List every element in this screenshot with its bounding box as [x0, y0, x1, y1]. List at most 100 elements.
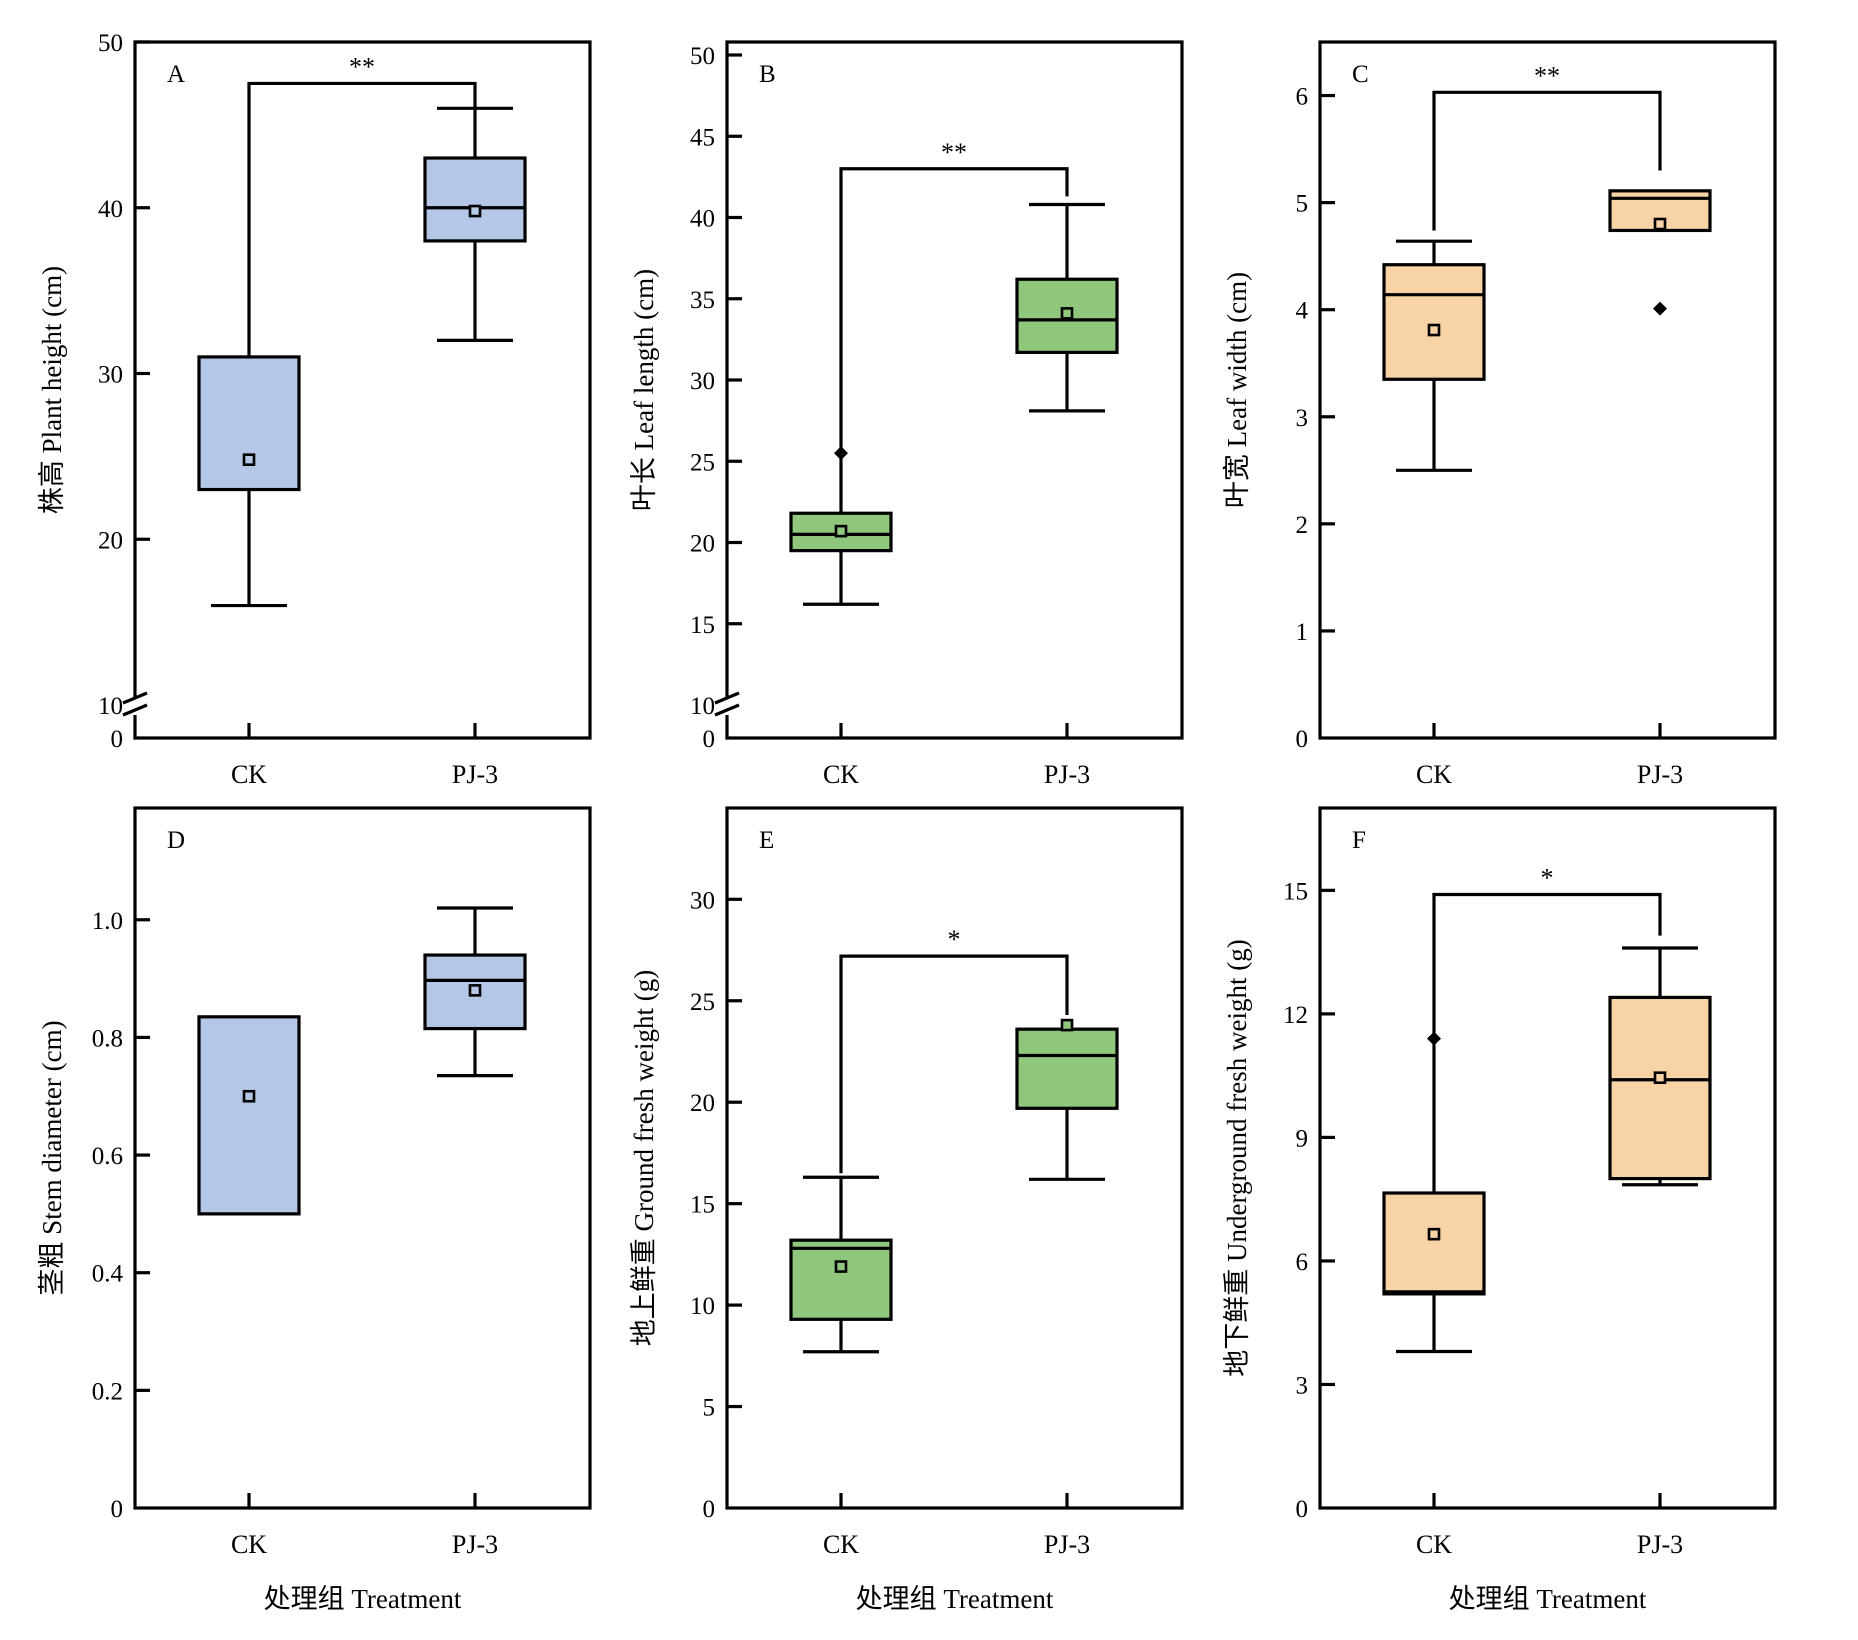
x-tick-label-ck: CK [231, 1530, 267, 1559]
y-tick-label: 0 [1296, 1496, 1309, 1523]
box-ck [1382, 239, 1486, 472]
significance-bracket [839, 954, 1069, 1174]
y-tick-label: 10 [690, 1293, 715, 1320]
y-axis-label: 株高 Plant height (cm) [37, 266, 67, 514]
y-tick-label: 0 [111, 726, 124, 753]
x-tick-label-pj3: PJ-3 [452, 1530, 498, 1559]
significance-bracket [839, 167, 1069, 497]
y-tick-label: 0.6 [92, 1143, 123, 1170]
mean-marker [834, 524, 848, 538]
panel-label: F [1352, 827, 1366, 854]
significance-label: ** [349, 52, 375, 81]
significance-bracket [1432, 90, 1662, 231]
x-axis-label: 处理组 Treatment [264, 1584, 462, 1614]
panel-b: B 叶长 Leaf length (cm) CK PJ-3 ** 0 10 15 20… [629, 40, 1184, 789]
y-tick-label: 5 [1296, 191, 1309, 218]
box-iqr [1608, 995, 1712, 1181]
significance-bracket [247, 81, 477, 357]
box-ck [197, 1015, 301, 1216]
mean-marker [1427, 1227, 1441, 1241]
outlier-point [1653, 301, 1667, 316]
axis-break-mark [122, 703, 148, 717]
box-pj-3 [1015, 1018, 1119, 1181]
y-tick-label: 15 [690, 1192, 715, 1219]
x-tick-label-pj3: PJ-3 [1044, 760, 1090, 789]
x-tick-label-ck: CK [231, 760, 267, 789]
y-tick-label: 3 [1296, 1372, 1309, 1399]
y-axis-label: 叶宽 Leaf width (cm) [1222, 272, 1252, 508]
box-iqr [1382, 263, 1486, 381]
y-tick-label: 15 [1283, 878, 1308, 905]
x-tick-label-pj3: PJ-3 [1044, 1530, 1090, 1559]
y-tick-label: 6 [1296, 84, 1309, 111]
y-tick-label: 6 [1296, 1249, 1309, 1276]
mean-marker [468, 984, 482, 997]
y-tick-label: 0.2 [92, 1378, 123, 1405]
x-tick-label-ck: CK [1416, 1530, 1452, 1559]
y-tick-label: 40 [690, 206, 715, 233]
box-ck [789, 1175, 893, 1354]
panel-d: D 茎粗 Stem diameter (cm) 处理组 Treatment CK… [37, 806, 592, 1614]
plot-frame [725, 806, 1184, 1510]
panel-label: A [167, 61, 185, 88]
box-ck [1382, 1031, 1486, 1354]
box-pj-3 [1608, 189, 1712, 316]
x-tick-label-pj3: PJ-3 [1637, 760, 1683, 789]
mean-marker [1060, 307, 1074, 320]
outlier-point [1427, 1031, 1441, 1046]
y-tick-label: 10 [98, 693, 123, 720]
y-tick-label: 50 [690, 43, 715, 70]
box-pj-3 [1608, 946, 1712, 1187]
y-tick-label: 0.4 [92, 1261, 124, 1288]
y-axis-label: 叶长 Leaf length (cm) [629, 269, 659, 511]
y-tick-label: 2 [1296, 512, 1309, 539]
x-tick-label-ck: CK [823, 1530, 859, 1559]
panel-f: F 地下鲜重 Underground fresh weight (g) 处理组 … [1222, 806, 1777, 1614]
mean-marker [1060, 1018, 1074, 1032]
y-tick-label: 45 [690, 124, 715, 151]
y-tick-label: 40 [98, 196, 123, 223]
plot-frame [1318, 40, 1777, 740]
panel-label: B [759, 61, 776, 88]
box-pj-3 [1015, 202, 1119, 413]
axis-break-mark [122, 691, 148, 705]
y-tick-label: 50 [98, 30, 123, 57]
significance-label: ** [941, 138, 967, 167]
significance-label: * [948, 925, 961, 954]
y-tick-label: 0 [703, 1496, 716, 1523]
axis-break-mark [714, 691, 740, 705]
box-pj-3 [423, 906, 527, 1078]
y-tick-label: 30 [690, 368, 715, 395]
box-iqr [789, 1238, 893, 1321]
x-tick-label-ck: CK [823, 760, 859, 789]
y-tick-label: 0 [111, 1496, 124, 1523]
box-iqr [1382, 1191, 1486, 1296]
box-iqr [423, 156, 527, 243]
box-iqr [197, 1015, 301, 1216]
plot-frame [133, 806, 592, 1510]
y-tick-label: 10 [690, 693, 715, 720]
y-tick-label: 0 [1296, 726, 1309, 753]
mean-marker [242, 1089, 256, 1103]
y-tick-label: 0.8 [92, 1025, 123, 1052]
panel-label: D [167, 827, 185, 854]
panel-label: C [1352, 61, 1369, 88]
mean-marker [1653, 1071, 1667, 1085]
mean-marker [834, 1260, 848, 1273]
y-tick-label: 12 [1283, 1002, 1308, 1029]
significance-label: * [1541, 863, 1554, 892]
mean-marker [1427, 323, 1441, 337]
y-tick-label: 15 [690, 612, 715, 639]
panel-label: E [759, 827, 774, 854]
mean-marker [1653, 217, 1667, 231]
y-tick-label: 0 [703, 726, 716, 753]
plot-frame [1318, 806, 1777, 1510]
plot-frame [133, 40, 592, 740]
y-tick-label: 20 [690, 1090, 715, 1117]
box-ck [789, 446, 893, 606]
box-pj-3 [423, 106, 527, 342]
mean-marker [242, 453, 256, 466]
panel-a: A 株高 Plant height (cm) CK PJ-3 ** 0 10 20 3… [37, 30, 592, 789]
y-axis-label: 地上鲜重 Ground fresh weight (g) [629, 970, 659, 1346]
